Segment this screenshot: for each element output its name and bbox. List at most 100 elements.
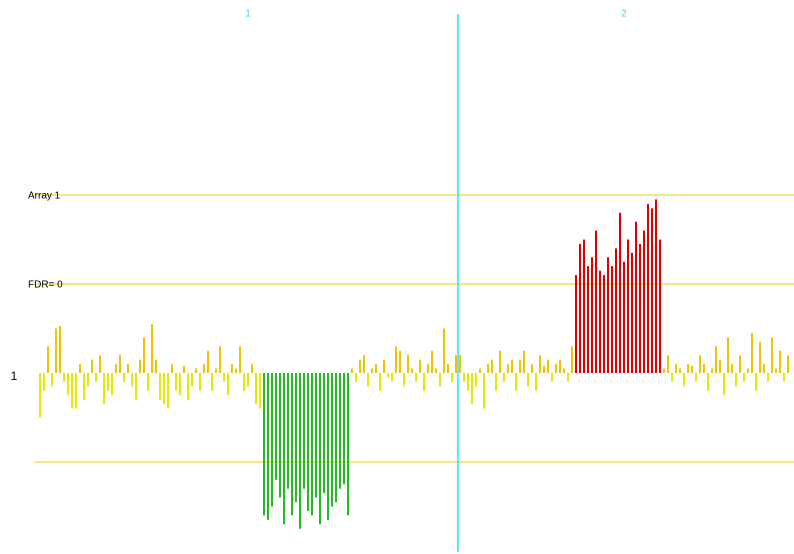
bar bbox=[471, 373, 473, 405]
bar bbox=[647, 203, 649, 373]
bar bbox=[687, 364, 689, 373]
bar bbox=[679, 368, 681, 373]
bar bbox=[759, 341, 761, 373]
bar bbox=[119, 355, 121, 373]
bar bbox=[127, 364, 129, 373]
bar bbox=[255, 373, 257, 405]
bar bbox=[259, 373, 261, 409]
bar bbox=[131, 373, 133, 387]
bar bbox=[143, 337, 145, 373]
bar bbox=[111, 373, 113, 396]
bar bbox=[627, 239, 629, 373]
bar bbox=[719, 359, 721, 373]
bar bbox=[395, 346, 397, 373]
bar bbox=[579, 243, 581, 373]
bar bbox=[503, 373, 505, 382]
bar bbox=[735, 373, 737, 387]
bar bbox=[167, 373, 169, 409]
bar bbox=[231, 364, 233, 373]
bar bbox=[403, 373, 405, 387]
bar bbox=[271, 373, 273, 507]
bar bbox=[603, 275, 605, 373]
bar bbox=[763, 364, 765, 373]
segment-label: 2 bbox=[621, 9, 627, 20]
bar bbox=[751, 332, 753, 373]
bar bbox=[659, 239, 661, 373]
bar bbox=[755, 373, 757, 391]
bar bbox=[55, 328, 57, 373]
bar bbox=[59, 325, 61, 373]
bar bbox=[523, 350, 525, 373]
bar bbox=[71, 373, 73, 409]
bar bbox=[67, 373, 69, 396]
bar bbox=[483, 373, 485, 409]
bar bbox=[223, 373, 225, 382]
bar bbox=[279, 373, 281, 498]
bar bbox=[479, 368, 481, 373]
bar bbox=[267, 373, 269, 520]
bar bbox=[591, 257, 593, 373]
bar bbox=[511, 359, 513, 373]
reference-label: Array 1 bbox=[28, 191, 61, 202]
bar bbox=[179, 373, 181, 396]
bar bbox=[535, 373, 537, 391]
bar bbox=[671, 373, 673, 382]
baseline-label: 1 bbox=[11, 369, 18, 383]
bar bbox=[407, 355, 409, 373]
bar bbox=[491, 359, 493, 373]
bar bbox=[343, 373, 345, 485]
bar bbox=[319, 373, 321, 525]
bar bbox=[291, 373, 293, 516]
bar bbox=[475, 373, 477, 387]
bar bbox=[547, 359, 549, 373]
bar bbox=[439, 373, 441, 387]
bar bbox=[351, 368, 353, 373]
bar bbox=[663, 368, 665, 373]
bar bbox=[107, 373, 109, 391]
bar bbox=[691, 365, 693, 373]
bar bbox=[155, 359, 157, 373]
bar bbox=[287, 373, 289, 489]
bar bbox=[327, 373, 329, 520]
bar bbox=[75, 373, 77, 409]
bar bbox=[43, 373, 45, 391]
bar bbox=[787, 355, 789, 373]
bar bbox=[235, 368, 237, 373]
bar bbox=[499, 350, 501, 373]
bar bbox=[355, 373, 357, 382]
bar bbox=[779, 350, 781, 373]
bar bbox=[295, 373, 297, 503]
bar bbox=[99, 355, 101, 373]
bar bbox=[723, 373, 725, 396]
reference-label: FDR= 0 bbox=[28, 280, 63, 291]
bar bbox=[595, 230, 597, 373]
bar bbox=[767, 373, 769, 382]
bar bbox=[215, 368, 217, 373]
bar bbox=[211, 373, 213, 391]
bar bbox=[199, 373, 201, 391]
bar bbox=[611, 266, 613, 373]
bar bbox=[335, 373, 337, 503]
bar bbox=[383, 359, 385, 373]
bar bbox=[263, 373, 265, 516]
bar bbox=[175, 373, 177, 391]
bar bbox=[551, 373, 553, 382]
bar bbox=[707, 373, 709, 391]
bar bbox=[275, 373, 277, 480]
bar bbox=[391, 373, 393, 382]
bar bbox=[599, 270, 601, 373]
bar bbox=[487, 364, 489, 373]
bar bbox=[715, 346, 717, 373]
bar bbox=[559, 359, 561, 373]
bar bbox=[567, 373, 569, 382]
bar bbox=[639, 243, 641, 373]
bar bbox=[171, 364, 173, 373]
bar bbox=[651, 208, 653, 373]
bar bbox=[207, 350, 209, 373]
bar bbox=[95, 373, 97, 382]
bar bbox=[311, 373, 313, 516]
bar bbox=[103, 373, 105, 405]
bar bbox=[459, 355, 461, 373]
bar bbox=[159, 373, 161, 400]
bar bbox=[247, 373, 249, 387]
